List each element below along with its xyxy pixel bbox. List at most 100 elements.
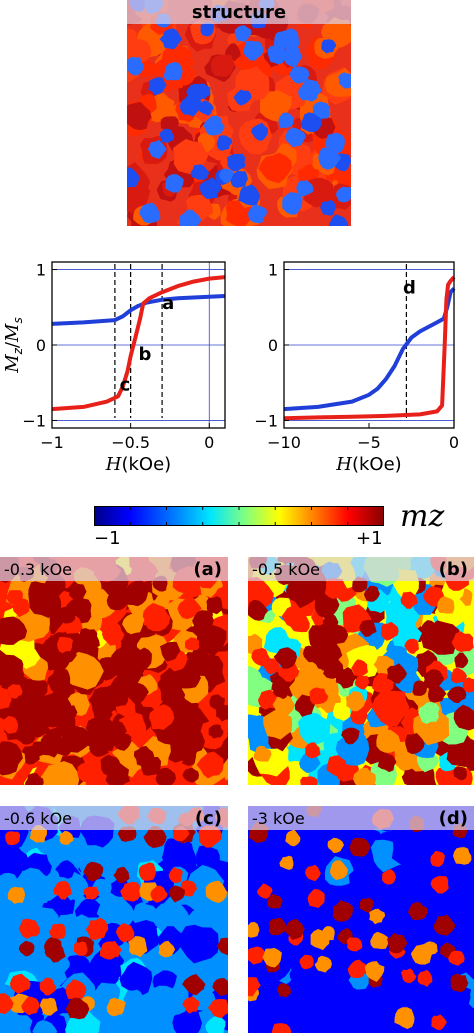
inclusion-grain — [138, 862, 157, 881]
matrix-grain — [325, 997, 347, 1020]
inclusion-grain — [381, 621, 399, 641]
inclusion-grain — [248, 977, 261, 997]
inclusion-grain — [216, 135, 233, 151]
inclusion-grain — [179, 94, 202, 117]
inclusion-grain — [148, 77, 167, 96]
inclusion-grain — [65, 997, 90, 1020]
inclusion-grain — [83, 886, 100, 900]
inclusion-grain — [349, 837, 371, 857]
inclusion-grain — [314, 654, 331, 670]
inclusion-grain — [111, 689, 129, 707]
inclusion-grain — [102, 622, 125, 646]
inclusion-grain — [382, 869, 396, 885]
inclusion-grain — [106, 590, 127, 611]
inclusion-grain — [18, 940, 35, 957]
inclusion-grain — [160, 641, 181, 662]
matrix-grain — [299, 752, 321, 774]
inclusion-grain — [53, 880, 72, 900]
matrix-grain — [0, 843, 30, 883]
inclusion-grain — [267, 44, 287, 65]
inclusion-grain — [165, 174, 184, 193]
inclusion-grain — [39, 997, 58, 1016]
inclusion-grain — [7, 684, 23, 699]
inclusion-grain — [278, 112, 294, 128]
inclusion-grain — [25, 773, 44, 785]
inclusion-grain — [345, 691, 366, 712]
inclusion-grain — [82, 728, 102, 747]
matrix-grain — [258, 152, 292, 183]
matrix-grain — [391, 829, 433, 868]
inclusion-grain — [450, 667, 467, 684]
inclusion-grain — [404, 638, 419, 654]
snapshot-panel-d: -3 kOe (d) — [248, 806, 474, 1033]
matrix-grain — [369, 1004, 391, 1027]
inclusion-grain — [104, 720, 127, 742]
inclusion-grain — [69, 583, 87, 601]
inclusion-grain — [335, 186, 351, 203]
matrix-grain — [248, 851, 281, 886]
matrix-grain — [172, 1008, 202, 1033]
inclusion-grain — [85, 917, 109, 941]
inclusion-grain — [57, 606, 76, 624]
inclusion-grain — [417, 969, 433, 987]
matrix-grain — [421, 620, 461, 655]
inclusion-grain — [262, 658, 281, 675]
inclusion-grain — [279, 855, 294, 870]
structure-map — [127, 0, 351, 226]
inclusion-grain — [28, 581, 48, 600]
inclusion-grain — [329, 624, 349, 644]
snapshot-c-label: (c) — [194, 808, 222, 829]
y-axis-label: Mz/Ms — [2, 317, 25, 374]
inclusion-grain — [209, 694, 225, 710]
matrix-grain — [418, 702, 440, 724]
matrix-grain — [63, 652, 104, 690]
inclusion-grain — [318, 147, 342, 170]
matrix-grain — [306, 958, 342, 993]
inclusion-grain — [206, 596, 223, 615]
inclusion-grain — [163, 61, 183, 81]
inclusion-grain — [437, 596, 455, 614]
inclusion-grain — [462, 677, 474, 693]
inclusion-grain — [179, 209, 202, 226]
x-tick-label-0: −1 — [40, 433, 64, 452]
inclusion-grain — [405, 733, 425, 755]
inclusion-grain — [243, 40, 264, 61]
snapshot-d-field: -3 kOe — [252, 809, 305, 828]
inclusion-grain — [305, 864, 321, 882]
inclusion-grain — [387, 663, 407, 684]
inclusion-grain — [77, 762, 97, 783]
inclusion-grain — [267, 893, 283, 909]
inclusion-grain — [314, 955, 332, 973]
snapshot-panel-c: -0.6 kOe (c) — [0, 806, 228, 1033]
inclusion-grain — [182, 974, 206, 996]
inclusion-grain — [159, 28, 183, 50]
inclusion-grain — [131, 647, 152, 670]
inclusion-grain — [268, 917, 287, 936]
snapshot-c-banner — [0, 806, 228, 830]
inclusion-grain — [205, 880, 228, 903]
matrix-grain — [376, 729, 401, 753]
inclusion-grain — [198, 825, 220, 848]
matrix-grain — [118, 712, 147, 741]
inclusion-grain — [350, 707, 368, 725]
colorbar-symbol: mz — [400, 500, 444, 534]
inclusion-grain — [168, 885, 185, 903]
inclusion-grain — [423, 669, 445, 690]
inclusion-grain — [9, 973, 31, 994]
inclusion-grain — [199, 177, 222, 200]
inclusion-grain — [321, 39, 337, 54]
inclusion-grain — [251, 122, 268, 141]
inclusion-grain — [192, 610, 214, 632]
snapshot-panel-a: -0.3 kOe (a) — [0, 557, 228, 785]
inclusion-grain — [106, 997, 126, 1017]
inclusion-grain — [248, 946, 266, 965]
colorbar-ticks — [94, 506, 384, 526]
inclusion-grain — [296, 180, 314, 197]
inclusion-grain — [127, 56, 144, 76]
inclusion-grain — [354, 675, 370, 690]
matrix-grain — [100, 754, 121, 776]
colorbar-symbol-text: mz — [400, 499, 445, 534]
inclusion-grain — [57, 636, 74, 654]
inclusion-grain — [299, 954, 314, 970]
inclusion-grain — [394, 1007, 415, 1029]
